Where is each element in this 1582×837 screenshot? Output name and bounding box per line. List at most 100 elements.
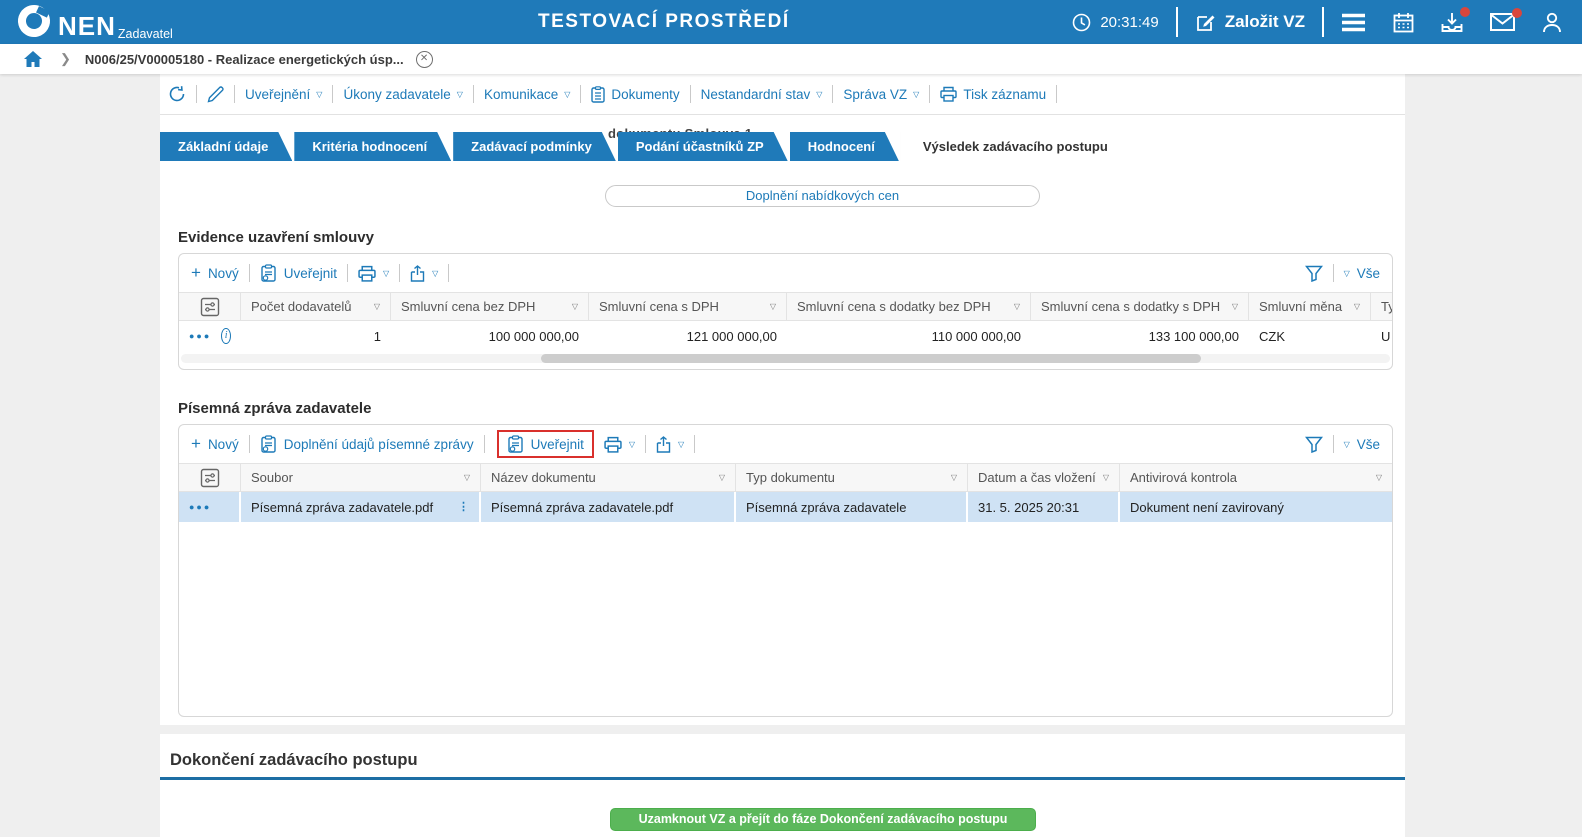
download-inbox-icon[interactable]	[1441, 12, 1463, 33]
section-underline	[160, 777, 1405, 780]
tab-podani-ucastniku[interactable]: Podání účastníků ZP	[618, 132, 788, 161]
menu-komunikace[interactable]: Komunikace ▽	[484, 87, 570, 102]
menu-dokumenty[interactable]: Dokumenty	[591, 85, 680, 103]
nen-logo-icon	[14, 1, 54, 41]
column-settings-button[interactable]	[179, 293, 241, 320]
col-header-cena-s-dph[interactable]: Smluvní cena s DPH ▽	[589, 293, 787, 320]
menu-icon[interactable]	[1341, 13, 1366, 32]
col-label: Název dokumentu	[491, 470, 596, 485]
doplneni-udaju-button[interactable]: Doplnění údajů písemné zprávy	[260, 435, 474, 453]
cell-soubor[interactable]: Písemná zpráva zadavatele.pdf	[251, 499, 434, 515]
menu-sprava-vz[interactable]: Správa VZ ▽	[843, 87, 919, 102]
chevron-down-icon: ▽	[432, 268, 439, 278]
menu-uverejneni-label: Uveřejnění	[245, 86, 311, 102]
tab-zakladni-udaje[interactable]: Základní údaje	[160, 132, 292, 161]
menu-nestandardni-stav[interactable]: Nestandardní stav ▽	[701, 87, 823, 102]
col-header-cena-bez-dph[interactable]: Smluvní cena bez DPH ▽	[391, 293, 589, 320]
environment-title: TESTOVACÍ PROSTŘEDÍ	[538, 11, 790, 32]
filter-caret-icon[interactable]: ▽	[373, 302, 380, 311]
report-panel: + Nový Doplnění údajů písemné zprávy Uveř…	[178, 424, 1393, 717]
menu-ukony-zadavatele[interactable]: Úkony zadavatele ▽	[343, 87, 462, 102]
col-header-nazev-dokumentu[interactable]: Název dokumentu ▽	[481, 464, 736, 491]
horizontal-scrollbar[interactable]	[181, 354, 1390, 363]
report-row-selected[interactable]: ●●● Písemná zpráva zadavatele.pdf ⋮ Písem…	[179, 492, 1392, 522]
history-button[interactable]	[168, 85, 186, 103]
filter-caret-icon[interactable]: ▽	[769, 302, 776, 311]
col-header-datum-vlozeni[interactable]: Datum a čas vložení ▽	[968, 464, 1120, 491]
col-header-typ-clipped[interactable]: Ty	[1371, 293, 1392, 320]
home-icon[interactable]	[24, 51, 42, 67]
header-divider	[1175, 7, 1178, 37]
export-button[interactable]: ▽	[410, 264, 439, 282]
printer-icon	[604, 436, 622, 453]
edit-button[interactable]	[207, 85, 224, 103]
mail-icon[interactable]	[1490, 12, 1515, 31]
breadcrumb-record-title[interactable]: N006/25/V00005180 - Realizace energetick…	[84, 51, 404, 67]
filter-icon[interactable]	[1304, 436, 1323, 453]
filter-icon[interactable]	[1304, 265, 1323, 282]
scrollbar-thumb[interactable]	[541, 354, 1201, 363]
calendar-icon[interactable]	[1393, 12, 1414, 33]
menu-uverejneni[interactable]: Uveřejnění ▽	[245, 87, 322, 102]
contract-row[interactable]: ●●● i 1 100 000 000,00 121 000 000,00 110…	[179, 321, 1392, 351]
col-header-soubor[interactable]: Soubor ▽	[241, 464, 481, 491]
cell-typ-clipped: U	[1381, 328, 1391, 344]
new-report-button[interactable]: + Nový	[191, 434, 239, 454]
filter-caret-icon[interactable]: ▽	[1231, 302, 1238, 311]
toolbar-divider	[580, 85, 582, 103]
toolbar-divider	[1332, 264, 1334, 282]
row-actions-icon[interactable]: ●●●	[189, 502, 212, 512]
toolbar-divider	[196, 85, 197, 103]
printer-icon	[940, 86, 958, 102]
col-header-antivirova-kontrola[interactable]: Antivirová kontrola ▽	[1120, 464, 1392, 491]
publish-report-button-highlighted[interactable]: Uveřejnit	[496, 430, 594, 458]
tab-vysledek-zadavaciho-postupu[interactable]: Výsledek zadávacího postupu	[901, 132, 1138, 161]
create-vz-button[interactable]: Založit VZ	[1195, 12, 1305, 33]
print-table-button[interactable]: ▽	[604, 436, 635, 453]
row-actions-icon[interactable]: ●●●	[189, 331, 212, 341]
export-icon	[656, 435, 671, 453]
filter-caret-icon[interactable]: ▽	[1375, 473, 1382, 482]
close-tab-icon[interactable]: ✕	[415, 50, 433, 68]
view-selector-vse[interactable]: ▽ Vše	[1344, 266, 1380, 281]
filter-caret-icon[interactable]: ▽	[571, 302, 578, 311]
user-icon[interactable]	[1542, 12, 1562, 33]
filter-caret-icon[interactable]: ▽	[1013, 302, 1020, 311]
filter-caret-icon[interactable]: ▽	[1353, 302, 1360, 311]
column-settings-button[interactable]	[179, 464, 241, 491]
col-header-mena[interactable]: Smluvní měna ▽	[1249, 293, 1371, 320]
toolbar-divider	[483, 435, 485, 453]
filter-caret-icon[interactable]: ▽	[463, 473, 470, 482]
tab-hodnoceni[interactable]: Hodnocení	[790, 132, 899, 161]
filter-caret-icon[interactable]: ▽	[950, 473, 957, 482]
chevron-down-icon: ▽	[628, 439, 636, 449]
export-button[interactable]: ▽	[656, 435, 684, 453]
toolbar-divider	[645, 435, 647, 453]
lock-vz-button[interactable]: Uzamknout VZ a přejít do fáze Dokončení …	[610, 808, 1036, 831]
col-label: Datum a čas vložení	[978, 470, 1096, 485]
tab-zadavaci-podminky[interactable]: Zadávací podmínky	[453, 132, 616, 161]
toolbar-divider	[248, 435, 250, 453]
col-header-pocet-dodavatelu[interactable]: Počet dodavatelů ▽	[241, 293, 391, 320]
filter-caret-icon[interactable]: ▽	[1102, 473, 1109, 482]
drag-handle-icon[interactable]: ⋮	[458, 501, 469, 513]
cell-pocet: 1	[373, 328, 381, 344]
filter-caret-icon[interactable]: ▽	[718, 473, 725, 482]
report-panel-toolbar: + Nový Doplnění údajů písemné zprávy Uveř…	[179, 425, 1392, 463]
new-contract-button[interactable]: + Nový	[191, 263, 239, 283]
view-selector-vse[interactable]: ▽ Vše	[1344, 437, 1380, 452]
info-icon[interactable]: i	[221, 328, 231, 344]
col-header-dodatky-bez-dph[interactable]: Smluvní cena s dodatky bez DPH ▽	[787, 293, 1031, 320]
publish-contract-button[interactable]: Uveřejnit	[260, 264, 337, 282]
col-header-typ-dokumentu[interactable]: Typ dokumentu ▽	[736, 464, 968, 491]
col-label: Počet dodavatelů	[251, 299, 352, 314]
doplneni-nabidkovych-cen-button[interactable]: Doplnění nabídkových cen	[605, 185, 1040, 207]
cell-nazev: Písemná zpráva zadavatele.pdf	[481, 492, 736, 522]
nen-logo[interactable]: NEN Zadavatel	[14, 1, 173, 41]
edit-square-icon	[1196, 15, 1215, 31]
print-record-button[interactable]: Tisk záznamu	[940, 86, 1046, 102]
tab-kriteria-hodnoceni[interactable]: Kritéria hodnocení	[294, 132, 451, 161]
chevron-down-icon: ▽	[1343, 439, 1350, 449]
print-table-button[interactable]: ▽	[358, 265, 389, 282]
col-header-dodatky-s-dph[interactable]: Smluvní cena s dodatky s DPH ▽	[1031, 293, 1249, 320]
